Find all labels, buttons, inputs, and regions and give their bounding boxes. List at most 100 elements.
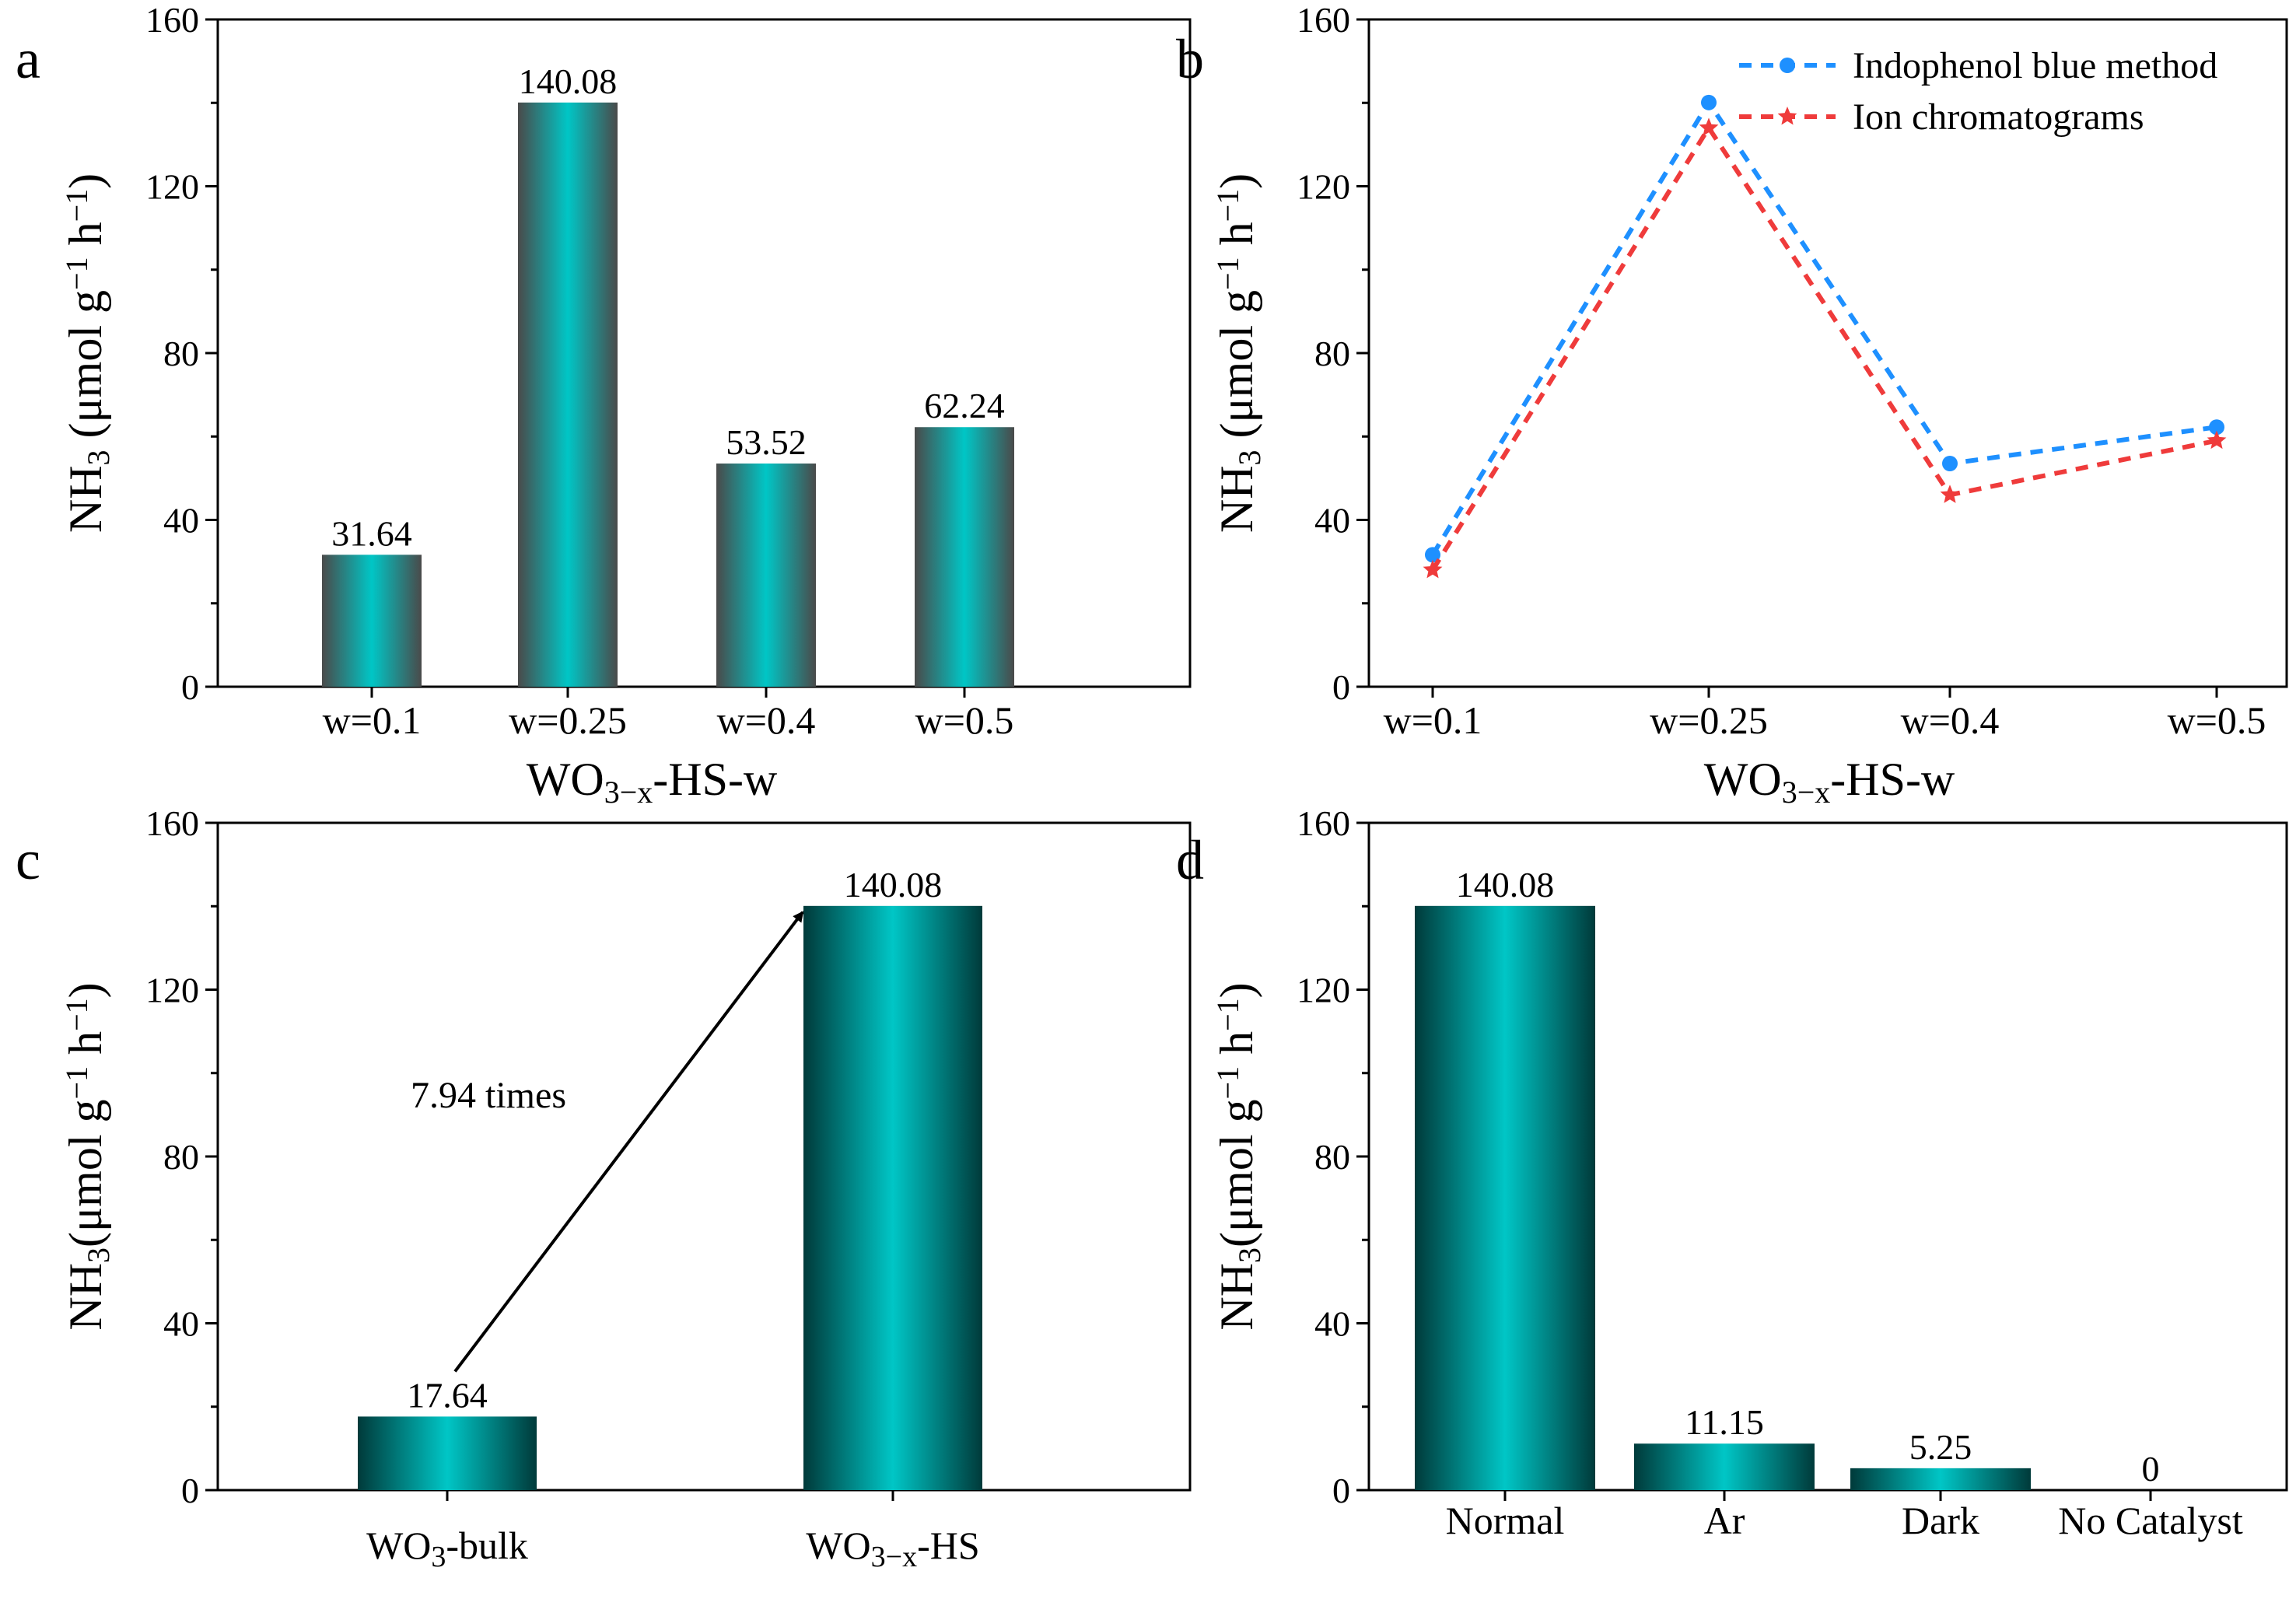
ytick-label-0: 0	[181, 1471, 199, 1510]
xlabel-rest: -HS-w	[1830, 754, 1955, 805]
ylabel-sup1: −1	[1210, 1066, 1245, 1100]
panel-b-yticks: 0 40 80 120 160	[1297, 0, 1369, 707]
panel-d-yticks: 0 40 80 120 160	[1297, 803, 1369, 1510]
xtick-label-1: WO3−x-HS	[806, 1524, 979, 1573]
ylabel-rest: (μmol g	[1211, 290, 1262, 450]
ylabel-rest: (μmol g	[1211, 1099, 1262, 1247]
y-axis-label: NH3(μmol g−1 h−1)	[1210, 982, 1267, 1330]
ylabel-sup1: −1	[1210, 257, 1245, 290]
series-1-point-3	[2207, 430, 2227, 450]
xtick-label-3: w=0.5	[2168, 698, 2266, 742]
xlabel-rest: -HS-w	[653, 754, 778, 805]
xtick-label-2: Dark	[1902, 1499, 1979, 1542]
series-1-point-2	[1940, 485, 1960, 503]
ytick-label-1: 40	[163, 501, 199, 541]
panel-c-bars: 17.64 140.08	[358, 865, 982, 1490]
ylabel-mid: h	[60, 222, 111, 257]
bar-value-label-0: 17.64	[407, 1375, 488, 1415]
panel-letter-a: a	[16, 28, 40, 90]
ytick-label-2: 80	[163, 1137, 199, 1177]
bar-value-label-2: 53.52	[726, 422, 807, 462]
panel-b-legend: Indophenol blue method Ion chromatograms	[1739, 45, 2217, 138]
ylabel-mid: h	[1211, 222, 1262, 257]
ytick-label-3: 120	[1297, 167, 1350, 207]
bar-0	[358, 1416, 537, 1490]
ylabel-main: NH	[60, 1263, 111, 1331]
ylabel-end: )	[1211, 982, 1262, 998]
bar-value-label-0: 140.08	[1456, 865, 1555, 904]
bar-2	[1850, 1468, 2031, 1490]
panel-a-xticks: w=0.1 w=0.25 w=0.4 w=0.5	[323, 687, 1013, 742]
series-line-1	[1430, 123, 2217, 572]
ytick-label-0: 0	[1332, 1471, 1350, 1510]
ylabel-end: )	[60, 982, 111, 998]
panel-a-ylabel: NH3 (μmol g−1 h−1)	[59, 173, 116, 533]
y-axis-label: NH3(μmol g−1 h−1)	[59, 982, 116, 1330]
panel-d-bars: 140.08 11.15 5.25 0	[1415, 865, 2160, 1490]
panel-c-annotation: 7.94 times	[411, 911, 804, 1373]
panel-d-xticks: Normal Ar Dark No Catalyst	[1446, 1490, 2243, 1542]
bar-0	[322, 555, 422, 687]
ylabel-sup2: −1	[59, 189, 94, 222]
panel-b-lines	[1423, 94, 2227, 579]
ylabel-main: NH	[60, 465, 111, 533]
annotation-text: 7.94 times	[411, 1075, 566, 1116]
ytick-label-3: 120	[1297, 971, 1350, 1010]
bar-value-label-2: 5.25	[1909, 1427, 1972, 1467]
panel-c-frame	[216, 821, 1192, 1492]
xtick-label-0: w=0.1	[323, 698, 422, 742]
xtick-label-2: w=0.4	[717, 698, 816, 742]
ytick-label-2: 80	[1314, 1137, 1350, 1177]
bar-2	[716, 463, 816, 687]
panel-d-ylabel: NH3(μmol g−1 h−1)	[1210, 982, 1267, 1330]
series-0-point-3	[2209, 419, 2224, 436]
bar-0	[1415, 905, 1595, 1490]
bar-value-label-1: 140.08	[844, 865, 943, 904]
bar-value-label-0: 31.64	[331, 513, 412, 553]
ylabel-sub: 3	[1232, 450, 1267, 465]
series-1-point-0	[1423, 559, 1443, 579]
panel-c-xticks: WO3-bulk WO3−x-HS	[366, 1490, 980, 1573]
x-axis-label: WO3−x-HS-w	[527, 754, 778, 810]
ylabel-main: NH	[1211, 465, 1262, 533]
xtick-label-1: Ar	[1704, 1499, 1745, 1542]
xtick-label-2: w=0.4	[1901, 698, 2000, 742]
legend-marker-0	[1780, 58, 1795, 73]
bar-value-label-3: 62.24	[924, 386, 1005, 425]
xtick-rest: -bulk	[446, 1524, 528, 1567]
ytick-label-0: 0	[1332, 667, 1350, 707]
panel-c-ylabel: NH3(μmol g−1 h−1)	[59, 982, 116, 1330]
xtick-label-0: w=0.1	[1384, 698, 1482, 742]
bar-1	[518, 102, 618, 688]
panel-b-xlabel: WO3−x-HS-w	[1704, 754, 1955, 810]
ylabel-sub: 3	[1232, 1247, 1267, 1263]
ytick-label-1: 40	[1314, 1304, 1350, 1344]
xtick-label-1: w=0.25	[1650, 698, 1768, 742]
panel-letter-d: d	[1176, 829, 1204, 891]
ylabel-sub: 3	[81, 450, 116, 465]
ylabel-rest: (μmol g	[60, 290, 111, 450]
xtick-sub: 3−x	[871, 1541, 917, 1573]
xtick-label-3: No Catalyst	[2058, 1499, 2243, 1542]
series-0-point-2	[1942, 455, 1958, 471]
panel-a-yticks: 0 40 80 120 160	[145, 0, 218, 707]
ytick-label-0: 0	[181, 667, 199, 707]
arrow	[453, 911, 804, 1373]
panel-b-xticks: w=0.1 w=0.25 w=0.4 w=0.5	[1384, 687, 2266, 742]
bar-value-label-3: 0	[2142, 1449, 2160, 1489]
xlabel-main: WO	[1704, 754, 1782, 805]
ytick-label-4: 160	[1297, 0, 1350, 40]
xtick-rest: -HS	[917, 1524, 980, 1567]
y-axis-label: NH3 (μmol g−1 h−1)	[59, 173, 116, 533]
series-1-point-1	[1699, 117, 1719, 136]
ylabel-mid: h	[1211, 1031, 1262, 1066]
xtick-label-0: WO3-bulk	[366, 1524, 528, 1573]
panel-a-xlabel: WO3−x-HS-w	[527, 754, 778, 810]
y-axis-label: NH3 (μmol g−1 h−1)	[1210, 173, 1267, 533]
panel-c-yticks: 0 40 80 120 160	[145, 803, 218, 1510]
bar-3	[915, 427, 1014, 687]
